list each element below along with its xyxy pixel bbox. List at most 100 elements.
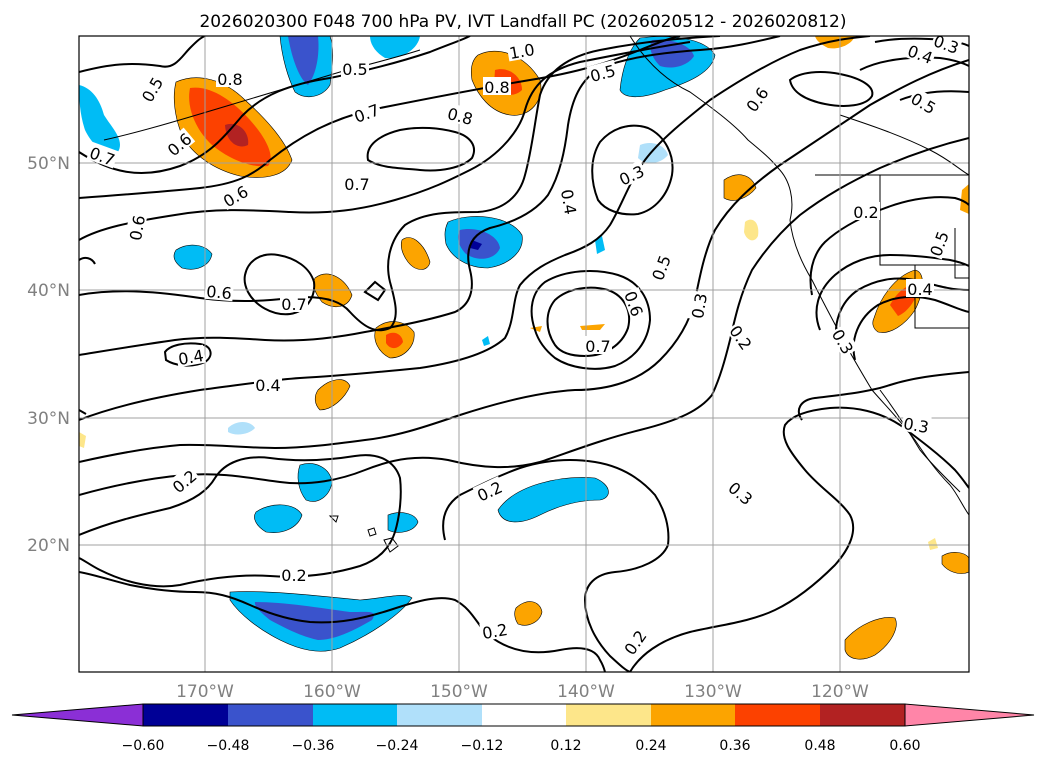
- neg-area-aleutian: [370, 36, 420, 59]
- contour-label: 0.8: [216, 69, 244, 89]
- island-hawaii-3: [328, 515, 339, 523]
- colorbar-tick-label: 0.60: [889, 738, 920, 754]
- lat-label: 20°N: [27, 536, 70, 556]
- contour-line: [859, 56, 969, 71]
- contour-label: 0.6: [124, 212, 149, 244]
- lon-label: 130°W: [684, 682, 742, 702]
- contour-line: [899, 90, 969, 101]
- contour-line: [852, 296, 969, 361]
- contour-label: 0.2: [852, 202, 880, 222]
- colorbar-segment: [566, 704, 651, 726]
- svg-text:0.4: 0.4: [255, 376, 280, 395]
- contour-line: [79, 409, 87, 415]
- svg-text:0.2: 0.2: [281, 566, 306, 585]
- border-state-3: [954, 228, 969, 279]
- svg-text:0.6: 0.6: [126, 214, 149, 242]
- svg-text:0.6: 0.6: [206, 282, 233, 303]
- colorbar-tick-label: −0.60: [122, 738, 165, 754]
- contour-line: [79, 36, 206, 73]
- colorbar-tick-label: 0.48: [804, 738, 835, 754]
- negative-anomalies: [79, 36, 716, 652]
- contour-line: [546, 286, 630, 358]
- contour-line: [79, 36, 781, 356]
- pos-area-tropics-2: [844, 617, 897, 660]
- contour-line: [835, 277, 969, 347]
- contour-line: [79, 137, 969, 496]
- pos-area-tropics-1: [514, 601, 543, 626]
- colorbar-tick-label: 0.12: [550, 738, 581, 754]
- colorbar-tick-label: −0.12: [461, 738, 504, 754]
- pos-area-coast-north: [723, 174, 757, 201]
- pos-area-left-edge: [79, 432, 86, 448]
- contour-line: [591, 124, 674, 216]
- contour-label: 0.3: [686, 290, 711, 322]
- colorbar-tick-label: −0.36: [292, 738, 335, 754]
- contour-label: [146, 149, 174, 167]
- neg-area-small-west: [228, 422, 255, 435]
- pos-area-right-edge: [960, 184, 969, 214]
- contour-label: 0.5: [136, 72, 167, 106]
- contour-line: [79, 571, 606, 672]
- contour-label: 1.0: [506, 38, 538, 63]
- pos-area-west-mid-1: [400, 237, 431, 270]
- colorbar-segment: [735, 704, 820, 726]
- contour-labels: 0.5 0.8 0.6 0.5 1.0 0.8 0.5 0.3 0.4 0.5 …: [86, 36, 963, 659]
- svg-text:0.4: 0.4: [177, 346, 205, 369]
- contour-label: 0.7: [343, 174, 371, 194]
- colorbar-segment: [228, 704, 313, 726]
- contour-line: [366, 126, 475, 172]
- colorbar-segment: [482, 704, 566, 726]
- contour-label: 0.7: [280, 294, 308, 314]
- contour-label: 0.4: [175, 344, 207, 369]
- colorbar-tick-label: −0.24: [376, 738, 419, 754]
- neg-area-central-tropics: [497, 477, 609, 523]
- contour-label: 0.5: [907, 87, 941, 118]
- island-hawaii-2: [367, 527, 377, 537]
- neg-core-mid-lat-dark: [470, 240, 482, 250]
- svg-text:0.8: 0.8: [217, 70, 242, 89]
- contour-label: 0.8: [483, 77, 511, 97]
- lat-label: 50°N: [27, 154, 70, 174]
- lon-label: 160°W: [303, 682, 361, 702]
- map-frame: [78, 35, 970, 673]
- contour-label: 0.4: [557, 186, 582, 218]
- contour-label: 0.4: [906, 279, 934, 299]
- contour-label: 0.7: [584, 336, 612, 356]
- contour-line: [815, 253, 969, 331]
- pos-core-west-mid-3: [386, 332, 403, 349]
- pos-area-small-1: [744, 219, 759, 241]
- contour-line: [79, 36, 721, 332]
- latitude-labels: 50°N 40°N 30°N 20°N: [27, 154, 70, 556]
- svg-text:0.7: 0.7: [585, 337, 610, 356]
- colorbar-segment: [397, 704, 482, 726]
- colorbar-segment: [313, 704, 397, 726]
- colorbar-ticks: −0.60 −0.48 −0.36 −0.24 −0.12 0.12 0.24 …: [122, 738, 921, 754]
- lon-label: 150°W: [430, 682, 488, 702]
- contour-label: 0.6: [147, 550, 172, 569]
- svg-text:0.2: 0.2: [853, 203, 878, 222]
- longitude-labels: 170°W 160°W 150°W 140°W 130°W 120°W: [176, 682, 869, 702]
- neg-area-west-small: [173, 244, 213, 270]
- svg-text:0.7: 0.7: [281, 295, 306, 314]
- svg-text:0.4: 0.4: [907, 280, 932, 299]
- svg-text:0.4: 0.4: [557, 188, 580, 216]
- svg-text:0.7: 0.7: [344, 175, 369, 194]
- colorbar-segment: [143, 704, 228, 726]
- map-panel: 0.5 0.8 0.6 0.5 1.0 0.8 0.5 0.3 0.4 0.5 …: [78, 35, 970, 673]
- contour-label: 0.6: [204, 280, 234, 303]
- svg-text:0.8: 0.8: [484, 78, 509, 97]
- contour-line: [79, 59, 969, 463]
- svg-text:1.0: 1.0: [508, 40, 536, 63]
- figure-title: 2026020300 F048 700 hPa PV, IVT Landfall…: [199, 12, 846, 32]
- svg-text:0.2: 0.2: [481, 620, 509, 643]
- neg-core-south: [254, 602, 374, 640]
- contour-line: [79, 454, 402, 588]
- neg-area-tropics-west-2: [254, 504, 303, 533]
- contour-line: [79, 256, 96, 265]
- pos-area-west-mid-4: [314, 379, 351, 411]
- neg-area-tiny: [482, 336, 490, 346]
- pos-area-right-tropics: [941, 552, 969, 574]
- contour-label: 0.3: [900, 412, 932, 437]
